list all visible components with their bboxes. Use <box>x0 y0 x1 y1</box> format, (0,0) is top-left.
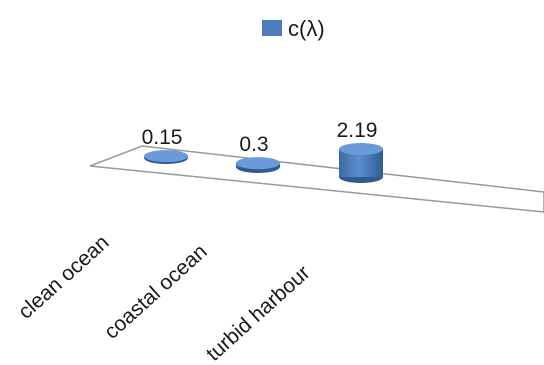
bar-clean-ocean <box>144 150 188 164</box>
data-label: 0.15 <box>142 126 183 149</box>
data-labels: 0.15 0.3 2.19 <box>142 119 378 156</box>
category-label: clean ocean <box>14 231 114 324</box>
bar-coastal-ocean <box>236 157 280 173</box>
floor-plane <box>89 145 544 213</box>
legend-label: c(λ) <box>288 16 325 41</box>
bar-turbid-harbour <box>339 143 383 183</box>
bar-top <box>339 143 383 155</box>
bar-series <box>144 143 383 183</box>
bar-top <box>144 150 188 163</box>
legend-swatch <box>262 20 282 36</box>
category-label: coastal ocean <box>100 240 212 344</box>
bar-top <box>236 157 280 170</box>
legend: c(λ) <box>262 16 325 41</box>
data-label: 0.3 <box>239 133 268 156</box>
category-label: turbid harbour <box>202 261 315 365</box>
data-label: 2.19 <box>337 119 378 142</box>
